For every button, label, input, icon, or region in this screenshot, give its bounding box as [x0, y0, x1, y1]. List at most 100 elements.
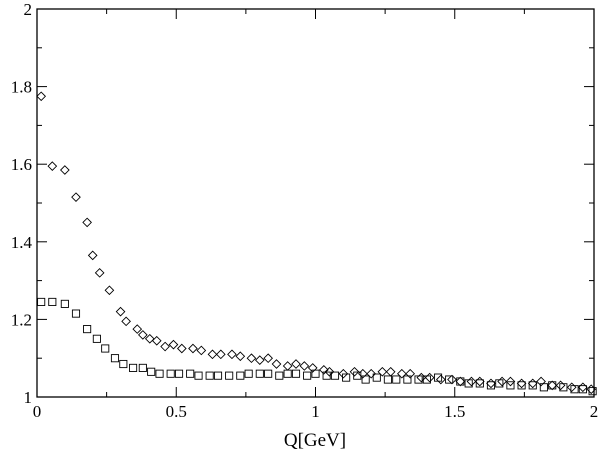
diamond-point	[137, 330, 148, 340]
square-point	[166, 369, 175, 378]
diamond-point	[466, 376, 477, 387]
diamond-point	[196, 345, 207, 356]
diamond-point	[455, 376, 466, 387]
square-point	[92, 334, 101, 343]
diamond-point	[60, 165, 70, 175]
x-tick-label: 0.5	[166, 402, 187, 421]
square-point	[517, 381, 526, 390]
square-point	[403, 375, 412, 384]
square-point	[506, 381, 515, 390]
square-point	[147, 367, 156, 376]
diamond-point	[263, 353, 273, 364]
diamond-point	[474, 376, 485, 387]
diamond-point	[424, 372, 435, 383]
square-point	[60, 299, 69, 308]
y-tick-label: 1	[24, 388, 33, 407]
square-point	[539, 383, 548, 392]
square-point	[475, 379, 484, 388]
x-axis-label: Q[GeV]	[284, 430, 346, 451]
square-point	[129, 363, 138, 372]
diamond-point	[36, 91, 47, 102]
diamond-point	[319, 365, 329, 375]
square-point	[311, 369, 320, 378]
diamond-point	[207, 349, 218, 360]
square-point	[372, 373, 381, 382]
square-point	[83, 325, 92, 334]
diamond-point	[82, 217, 92, 228]
diamond-point	[176, 343, 187, 354]
square-point	[138, 363, 147, 372]
square-point	[283, 369, 292, 378]
square-point	[330, 371, 340, 380]
y-tick-label: 2	[24, 0, 33, 19]
diamond-point	[324, 366, 335, 377]
diamond-point	[366, 368, 377, 379]
diamond-point	[132, 324, 143, 334]
y-tick-label: 1.6	[11, 155, 32, 174]
diamond-point	[47, 161, 58, 171]
diamond-point	[505, 376, 516, 387]
diamond-point	[566, 382, 577, 393]
square-point	[383, 375, 392, 384]
square-point	[291, 369, 301, 378]
square-point	[528, 381, 537, 390]
diamond-point	[497, 376, 507, 387]
diamond-point	[144, 333, 155, 344]
diamond-point	[358, 368, 368, 379]
square-point	[445, 375, 454, 384]
square-point	[48, 297, 57, 306]
diamond-point	[516, 378, 527, 389]
square-point	[353, 371, 362, 380]
diamond-point	[168, 339, 179, 350]
diamond-point	[435, 374, 446, 385]
diamond-point	[299, 361, 310, 371]
diamond-point	[555, 380, 566, 391]
square-point	[174, 369, 184, 378]
square-point	[264, 369, 273, 378]
diamond-point	[396, 368, 407, 379]
x-tick-label: 1	[311, 402, 320, 421]
square-point	[194, 371, 203, 380]
square-point	[548, 381, 557, 390]
square-point	[303, 371, 312, 380]
diamond-point	[151, 335, 162, 346]
data-series	[36, 91, 597, 396]
square-point	[570, 385, 579, 394]
series-diamond	[36, 91, 597, 395]
diamond-point	[188, 343, 198, 354]
x-tick-label: 1.5	[444, 402, 465, 421]
axis-ticks	[36, 8, 595, 398]
diamond-point	[405, 368, 416, 379]
square-point	[213, 371, 223, 380]
square-point	[236, 371, 245, 380]
diamond-point	[71, 192, 81, 203]
square-point	[559, 383, 568, 392]
square-point	[255, 369, 264, 378]
diamond-point	[282, 361, 293, 371]
diamond-point	[87, 250, 98, 261]
square-point	[205, 371, 214, 380]
tick-labels: 0 0.5 1 1.5 2 1 1.2 1.4 1.6 1.8 2	[11, 0, 599, 421]
y-tick-label: 1.2	[11, 310, 32, 329]
square-point	[486, 381, 496, 390]
diamond-point	[121, 316, 131, 327]
diamond-point	[349, 366, 360, 377]
diamond-point	[254, 355, 265, 365]
diamond-point	[486, 378, 496, 389]
square-point	[186, 369, 195, 378]
diamond-point	[227, 349, 237, 360]
diamond-point	[160, 341, 170, 352]
square-point	[101, 344, 110, 353]
diamond-point	[416, 372, 427, 383]
diamond-point	[215, 349, 226, 360]
diamond-point	[547, 380, 558, 391]
square-point	[464, 379, 473, 388]
square-point	[119, 359, 128, 369]
square-point	[361, 375, 370, 384]
diamond-point	[104, 285, 115, 296]
square-point	[244, 369, 253, 378]
y-tick-label: 1.8	[11, 78, 32, 97]
diamond-point	[385, 366, 396, 377]
diamond-point	[377, 366, 388, 377]
square-point	[392, 375, 401, 384]
